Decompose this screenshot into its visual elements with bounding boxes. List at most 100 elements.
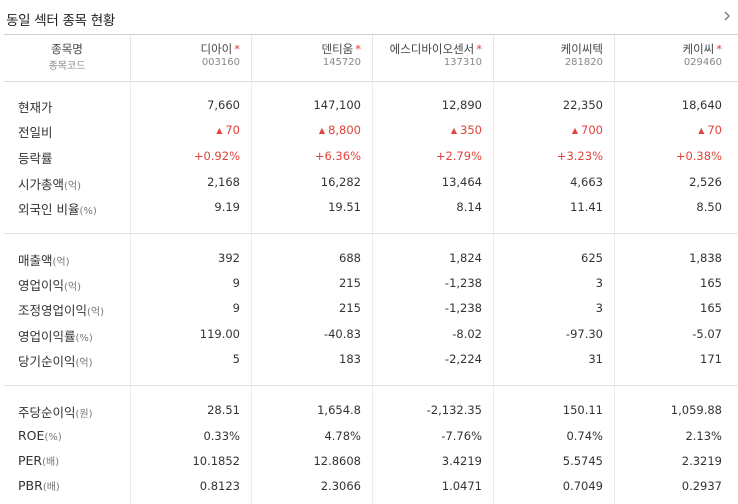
company-name-text[interactable]: 에스디바이오센서 (389, 42, 475, 56)
table-row: 외국인 비율(%) 9.19 19.51 8.14 11.41 8.50 (0, 195, 738, 220)
table-cell: -2,224 (445, 352, 482, 366)
row-label-unit: (%) (79, 206, 97, 217)
table-cell: 625 (581, 251, 603, 265)
row-label: 당기순이익(억) (18, 351, 93, 370)
table-cell: +0.38% (676, 149, 722, 163)
cell-value: 12.8608 (313, 454, 361, 468)
cell-value: -40.83 (323, 327, 361, 341)
row-label: 매출액(억) (18, 250, 70, 269)
cell-value: 700 (581, 123, 603, 137)
table-cell: 0.74% (566, 429, 603, 443)
company-name[interactable]: 덴티움 * (322, 41, 362, 57)
cell-value: 3.4219 (441, 454, 482, 468)
row-label-text: 영업이익 (18, 278, 65, 293)
column-header-company[interactable]: 케이씨 * 029460 (614, 35, 738, 81)
cell-value: -1,238 (444, 301, 482, 315)
cell-value: 215 (339, 276, 361, 290)
company-name-text[interactable]: 케이씨텍 (560, 42, 603, 56)
table-cell: 0.2937 (682, 479, 722, 493)
cell-value: +0.38% (675, 149, 722, 163)
group-separator (4, 385, 738, 386)
row-label-text: 외국인 비율 (18, 202, 80, 217)
row-label-unit: (%) (44, 432, 62, 443)
up-arrow-icon: ▲ (698, 126, 705, 135)
cell-value: 1,654.8 (317, 403, 361, 417)
company-name-text[interactable]: 디아이 (200, 42, 233, 56)
table-cell: -8.02 (452, 327, 482, 341)
table-row: 영업이익률(%) 119.00 -40.83 -8.02 -97.30 -5.07 (0, 322, 738, 347)
cell-value: 2,526 (689, 175, 722, 189)
table-cell: 19.51 (328, 200, 361, 214)
row-label-unit: (억) (75, 358, 93, 369)
table-cell: 3.4219 (442, 454, 482, 468)
cell-value: +2.79% (435, 149, 482, 163)
header-name-label: 종목명 (51, 42, 83, 56)
cell-value: 1,838 (689, 251, 722, 265)
cell-value: 688 (339, 251, 361, 265)
company-name-text[interactable]: 덴티움 (321, 42, 354, 56)
table-cell: +2.79% (436, 149, 482, 163)
up-arrow-icon: ▲ (318, 126, 326, 135)
company-name[interactable]: 케이씨 * (683, 41, 723, 57)
table-cell: 5 (233, 352, 240, 366)
header-bottom-border (4, 81, 738, 82)
column-divider (251, 81, 252, 504)
cell-value: 70 (225, 123, 240, 137)
table-row: 조정영업이익(억) 9 215 -1,238 3 165 (0, 296, 738, 321)
column-header-company[interactable]: 케이씨텍 281820 (493, 35, 614, 81)
table-row: 매출액(억) 392 688 1,824 625 1,838 (0, 246, 738, 271)
row-label-unit: (원) (75, 409, 93, 420)
cell-value: 4,663 (570, 175, 603, 189)
row-label-unit: (배) (42, 482, 60, 493)
table-cell: 1,654.8 (317, 403, 361, 417)
company-name[interactable]: 에스디바이오센서 * (390, 41, 482, 57)
table-row: PBR(배) 0.8123 2.3066 1.0471 0.7049 0.2937 (0, 474, 738, 499)
table-cell: 2.13% (685, 429, 722, 443)
company-name-text[interactable]: 케이씨 (682, 42, 715, 56)
table-cell: 119.00 (200, 327, 240, 341)
cell-value: 5 (232, 352, 240, 366)
table-cell: 1,059.88 (671, 403, 722, 417)
cell-value: 1.0471 (441, 479, 482, 493)
cell-value: 0.33% (203, 429, 240, 443)
table-cell: +6.36% (315, 149, 361, 163)
column-header-company[interactable]: 디아이 * 003160 (130, 35, 251, 81)
table-row: 전일비 ▲ 70 ▲ 8,800 ▲ 350 ▲ 700 ▲ 70 (0, 118, 738, 143)
cell-value: -97.30 (565, 327, 603, 341)
table-row: PER(배) 10.1852 12.8608 3.4219 5.5745 2.3219 (0, 449, 738, 474)
table-cell: 10.1852 (192, 454, 240, 468)
company-name[interactable]: 디아이 * (201, 41, 241, 57)
row-label: 전일비 (18, 122, 53, 141)
column-divider (372, 81, 373, 504)
row-label-text: 등락률 (18, 151, 53, 166)
table-cell: 12.8608 (313, 454, 361, 468)
row-label: PER(배) (18, 453, 59, 468)
cell-value: 10.1852 (192, 454, 240, 468)
cell-value: 5.5745 (562, 454, 603, 468)
column-header-company[interactable]: 덴티움 * 145720 (251, 35, 372, 81)
row-label-text: 주당순이익 (18, 405, 76, 420)
table-cell: ▲ 8,800 (319, 123, 361, 137)
cell-value: 2.3219 (681, 454, 722, 468)
column-header-company[interactable]: 에스디바이오센서 * 137310 (372, 35, 493, 81)
table-cell: 147,100 (313, 98, 361, 112)
company-name[interactable]: 케이씨텍 (561, 41, 603, 57)
table-cell: 9 (233, 276, 240, 290)
table-cell: 1,824 (449, 251, 482, 265)
cell-value: 0.8123 (199, 479, 240, 493)
favorite-star-mark: * (234, 42, 240, 56)
table-cell: 9.19 (214, 200, 240, 214)
row-label: ROE(%) (18, 428, 62, 443)
table-cell: 9 (233, 301, 240, 315)
table-cell: -7.76% (441, 429, 482, 443)
cell-value: 9 (232, 301, 240, 315)
column-divider (130, 81, 131, 504)
cell-value: 165 (700, 301, 722, 315)
table-cell: +3.23% (557, 149, 603, 163)
cell-value: 8,800 (328, 123, 361, 137)
table-cell: 22,350 (563, 98, 603, 112)
chevron-right-icon[interactable] (720, 9, 734, 23)
table-cell: 13,464 (442, 175, 482, 189)
group-separator (4, 233, 738, 234)
table-cell: -2,132.35 (427, 403, 482, 417)
